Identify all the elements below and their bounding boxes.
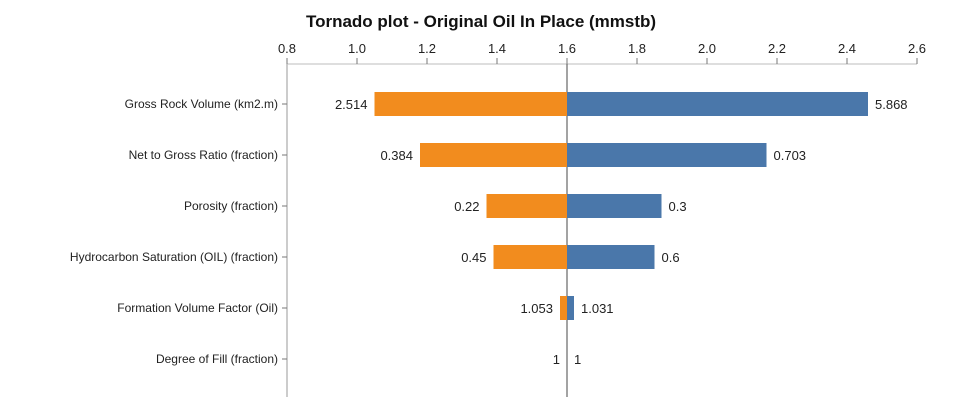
bar-low [374,92,567,116]
category-label: Formation Volume Factor (Oil) [117,301,278,315]
x-tick-label: 2.4 [838,41,856,56]
bar-low [486,194,567,218]
category-label: Gross Rock Volume (km2.m) [125,97,278,111]
data-label-low: 2.514 [335,97,368,112]
data-label-high: 0.703 [774,148,807,163]
category-label: Degree of Fill (fraction) [156,352,278,366]
bar-high [567,194,662,218]
bar-high [567,143,767,167]
x-tick-label: 0.8 [278,41,296,56]
data-label-high: 5.868 [875,97,908,112]
data-label-low: 0.22 [454,199,479,214]
data-label-high: 0.3 [669,199,687,214]
category-label: Net to Gross Ratio (fraction) [129,148,278,162]
plot-area: 0.8 1.0 1.2 1.4 1.6 1.8 2.0 2.2 2.4 2.6 Gross Rock… [70,41,926,397]
bar-low [420,143,567,167]
x-tick-label: 1.2 [418,41,436,56]
x-tick-label: 1.6 [558,41,576,56]
data-label-low: 0.45 [461,250,486,265]
data-label-high: 1.031 [581,301,614,316]
data-label-low: 1 [553,352,560,367]
data-label-high: 0.6 [662,250,680,265]
x-tick-label: 1.4 [488,41,506,56]
x-tick-label: 1.0 [348,41,366,56]
bar-high [567,245,655,269]
chart-title: Tornado plot - Original Oil In Place (mm… [306,12,656,31]
category-label: Porosity (fraction) [184,199,278,213]
data-label-low: 0.384 [380,148,413,163]
bar-high [567,296,574,320]
category-label: Hydrocarbon Saturation (OIL) (fraction) [70,250,278,264]
bar-low [560,296,567,320]
bar-low [493,245,567,269]
x-tick-label: 2.0 [698,41,716,56]
x-tick-label: 2.2 [768,41,786,56]
bar-high [567,92,868,116]
data-label-low: 1.053 [520,301,553,316]
x-tick-label: 2.6 [908,41,926,56]
data-label-high: 1 [574,352,581,367]
x-tick-label: 1.8 [628,41,646,56]
